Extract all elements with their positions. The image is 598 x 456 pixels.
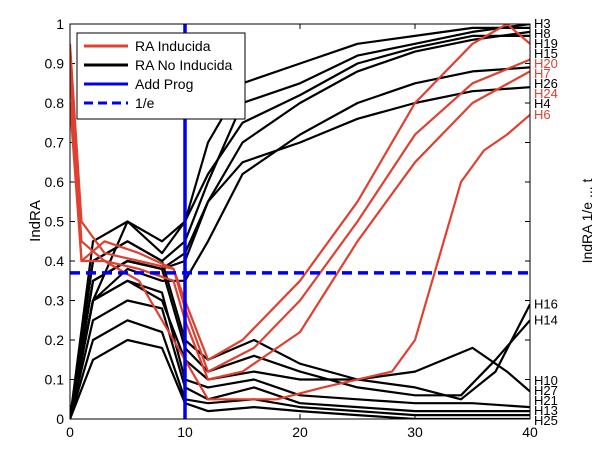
y-axis-label: IndRA (27, 200, 44, 242)
legend-label: 1/e (135, 95, 155, 111)
series-end-label-h13: H13 (534, 403, 558, 418)
series-end-label-h15: H15 (534, 46, 558, 61)
x-tick-label: 10 (177, 424, 193, 440)
legend-label: Add Prog (135, 76, 193, 92)
series-line-h14 (70, 259, 530, 419)
series-line-h7 (70, 58, 530, 373)
x-tick-label: 30 (407, 424, 423, 440)
y-ticks: 0 0.1 0.2 0.3 0.4 0.5 0.6 0.7 0.8 0.9 1 (45, 16, 530, 427)
y-tick-label: 0.5 (45, 214, 65, 230)
x-tick-label: 40 (522, 424, 538, 440)
series-end-label-h24: H24 (534, 86, 558, 101)
y-tick-label: 0 (56, 411, 64, 427)
legend-label: RA Inducida (135, 38, 211, 54)
series-line-h21 (70, 299, 530, 419)
series-end-label-h3: H3 (534, 16, 551, 31)
series-end-label-h14: H14 (534, 312, 558, 327)
series-end-label-h8: H8 (534, 26, 551, 41)
legend: RA Inducida RA No Inducida Add Prog 1/e (76, 32, 246, 120)
y-tick-label: 0.7 (45, 135, 65, 151)
y-tick-label: 1 (56, 16, 64, 32)
legend-items: RA Inducida RA No Inducida Add Prog 1/e (84, 38, 232, 111)
series-line-h25 (70, 338, 530, 419)
series-end-label-h26: H26 (534, 76, 558, 91)
y-tick-label: 0.2 (45, 332, 65, 348)
plot-frame (69, 23, 531, 420)
series-layer (70, 24, 530, 419)
y-tick-label: 0.9 (45, 56, 65, 72)
series-line-h15 (70, 34, 530, 419)
series-line-h27 (70, 279, 530, 419)
y-tick-label: 0.1 (45, 372, 65, 388)
series-end-label-h7: H7 (534, 66, 551, 81)
x-tick-label: 0 (66, 424, 74, 440)
series-end-label-h10: H10 (534, 373, 558, 388)
y-tick-label: 0.6 (45, 174, 65, 190)
series-line-h20 (70, 24, 530, 361)
legend-label: RA No Inducida (135, 57, 232, 73)
series-end-label-h20: H20 (534, 56, 558, 71)
y-tick-label: 0.3 (45, 293, 65, 309)
x-ticks: 0 10 20 30 40 (66, 24, 538, 440)
series-end-label-h16: H16 (534, 296, 558, 311)
series-end-label-h25: H25 (534, 413, 558, 428)
series-end-label-h6: H6 (534, 107, 551, 122)
series-line-h13 (70, 319, 530, 419)
y-tick-label: 0.4 (45, 253, 65, 269)
series-line-h16 (70, 240, 530, 419)
series-end-label-h21: H21 (534, 393, 558, 408)
y-tick-label: 0.8 (45, 95, 65, 111)
series-end-label-h27: H27 (534, 383, 558, 398)
clipped-right-axis-label: IndRA 1/e ... t (579, 178, 595, 263)
series-end-label-h19: H19 (534, 36, 558, 51)
series-end-label-h4: H4 (534, 96, 551, 111)
x-tick-label: 20 (292, 424, 308, 440)
series-line-h6 (70, 63, 530, 401)
